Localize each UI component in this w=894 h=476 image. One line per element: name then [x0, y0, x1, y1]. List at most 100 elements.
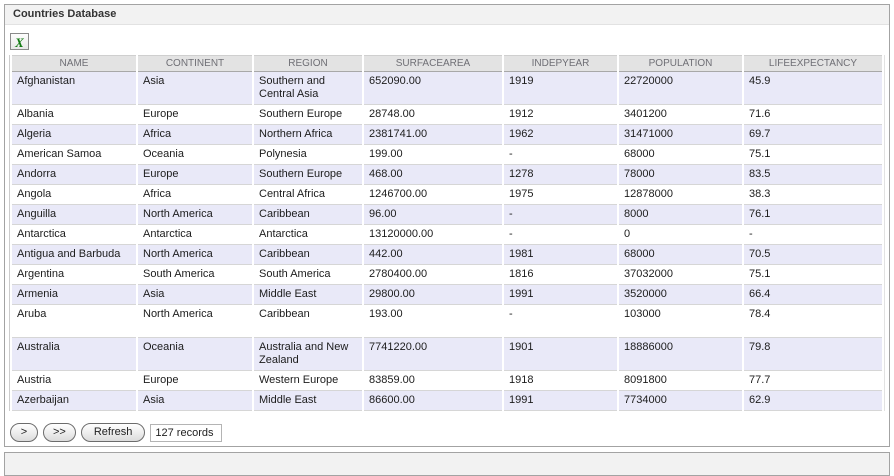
table-cell: 68000 [619, 145, 742, 165]
column-header[interactable]: POPULATION [619, 55, 742, 72]
records-input[interactable] [150, 423, 223, 442]
table-cell: 77.7 [744, 371, 882, 391]
column-header[interactable]: INDEPYEAR [504, 55, 617, 72]
table-row: Algeria Africa Northern Africa 2381741.00 19… [12, 125, 882, 145]
table-cell: 2780400.00 [364, 265, 502, 285]
table-cell: 3401200 [619, 105, 742, 125]
pager-controls: > >> Refresh [10, 423, 889, 442]
refresh-button[interactable]: Refresh [80, 423, 146, 442]
table-cell: 1918 [504, 371, 617, 391]
table-cell: 1901 [504, 338, 617, 371]
next-panel-header [4, 452, 890, 476]
table-row: Azerbaijan Asia Middle East 86600.00 1991 773… [12, 391, 882, 411]
table-cell: Asia [138, 72, 252, 105]
last-page-button[interactable]: >> [43, 423, 76, 442]
table-cell: Austria [12, 371, 136, 391]
table-cell: 22720000 [619, 72, 742, 105]
table-cell: Australia and New Zealand [254, 338, 362, 371]
table-cell: North America [138, 245, 252, 265]
table-body: Afghanistan Asia Southern and Central Asia… [12, 72, 882, 411]
table-row: Andorra Europe Southern Europe 468.00 1278 78… [12, 165, 882, 185]
table-cell: South America [138, 265, 252, 285]
table-cell: - [504, 145, 617, 165]
column-header[interactable]: CONTINENT [138, 55, 252, 72]
table-cell: 45.9 [744, 72, 882, 105]
table-cell: Algeria [12, 125, 136, 145]
excel-x-glyph: X [15, 35, 24, 50]
table-cell: Antarctica [138, 225, 252, 245]
table-cell: 8091800 [619, 371, 742, 391]
table-cell: 38.3 [744, 185, 882, 205]
excel-export-icon[interactable]: X [10, 33, 29, 50]
table-cell: North America [138, 205, 252, 225]
table-row: Angola Africa Central Africa 1246700.00 1975… [12, 185, 882, 205]
table-cell: Africa [138, 125, 252, 145]
table-cell: 193.00 [364, 305, 502, 338]
table-cell: 2381741.00 [364, 125, 502, 145]
table-row: Austria Europe Western Europe 83859.00 1918 8… [12, 371, 882, 391]
column-header[interactable]: SURFACEAREA [364, 55, 502, 72]
table-row: Albania Europe Southern Europe 28748.00 1912… [12, 105, 882, 125]
column-header[interactable]: REGION [254, 55, 362, 72]
countries-table: NAME CONTINENT REGION SURFACEAREA INDEPYEAR P… [9, 55, 885, 411]
table-cell: 18886000 [619, 338, 742, 371]
table-row: Afghanistan Asia Southern and Central Asia… [12, 72, 882, 105]
table-cell: Aruba [12, 305, 136, 338]
table-cell: - [744, 225, 882, 245]
table-cell: 0 [619, 225, 742, 245]
table-cell: 70.5 [744, 245, 882, 265]
table-cell: Oceania [138, 338, 252, 371]
table-cell: 12878000 [619, 185, 742, 205]
table-cell: Central Africa [254, 185, 362, 205]
table-cell: 1912 [504, 105, 617, 125]
table-cell: Northern Africa [254, 125, 362, 145]
table-cell: 7734000 [619, 391, 742, 411]
table-cell: - [504, 225, 617, 245]
table-cell: 71.6 [744, 105, 882, 125]
table-row: Antarctica Antarctica Antarctica 13120000.0… [12, 225, 882, 245]
table-cell: Europe [138, 105, 252, 125]
panel-title: Countries Database [5, 5, 889, 25]
table-cell: 8000 [619, 205, 742, 225]
table-cell: Antigua and Barbuda [12, 245, 136, 265]
table-cell: 1962 [504, 125, 617, 145]
table-cell: 29800.00 [364, 285, 502, 305]
table-cell: American Samoa [12, 145, 136, 165]
table-cell: 1991 [504, 391, 617, 411]
table-cell: 79.8 [744, 338, 882, 371]
table-row: Aruba North America Caribbean 193.00-103000… [12, 305, 882, 338]
table-cell: 66.4 [744, 285, 882, 305]
table-cell: 199.00 [364, 145, 502, 165]
table-cell: Oceania [138, 145, 252, 165]
table-cell: 83859.00 [364, 371, 502, 391]
table-cell: 1919 [504, 72, 617, 105]
next-page-button[interactable]: > [10, 423, 38, 442]
table-row: American Samoa Oceania Polynesia 199.00-680… [12, 145, 882, 165]
table-cell: 1816 [504, 265, 617, 285]
table-cell: 78000 [619, 165, 742, 185]
table-cell: 75.1 [744, 265, 882, 285]
table-cell: Caribbean [254, 305, 362, 338]
table-cell: Polynesia [254, 145, 362, 165]
table-header-row: NAME CONTINENT REGION SURFACEAREA INDEPYEAR P… [12, 55, 882, 72]
table-cell: 3520000 [619, 285, 742, 305]
column-header[interactable]: NAME [12, 55, 136, 72]
table-cell: 78.4 [744, 305, 882, 338]
table-cell: 37032000 [619, 265, 742, 285]
table-cell: Azerbaijan [12, 391, 136, 411]
table-cell: 468.00 [364, 165, 502, 185]
table-cell: South America [254, 265, 362, 285]
table-cell: Asia [138, 391, 252, 411]
table-cell: Australia [12, 338, 136, 371]
table-cell: 103000 [619, 305, 742, 338]
table-cell: North America [138, 305, 252, 338]
table-cell: 1278 [504, 165, 617, 185]
table-cell: Southern Europe [254, 105, 362, 125]
table-row: Antigua and Barbuda North America Caribbea… [12, 245, 882, 265]
table-cell: Middle East [254, 391, 362, 411]
table-cell: 96.00 [364, 205, 502, 225]
table-cell: 86600.00 [364, 391, 502, 411]
table-cell: 1991 [504, 285, 617, 305]
column-header[interactable]: LIFEEXPECTANCY [744, 55, 882, 72]
table-cell: 62.9 [744, 391, 882, 411]
